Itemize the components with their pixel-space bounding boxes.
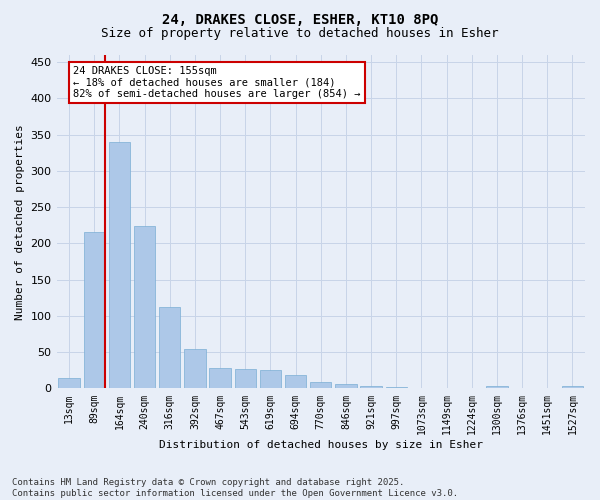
Text: 24, DRAKES CLOSE, ESHER, KT10 8PQ: 24, DRAKES CLOSE, ESHER, KT10 8PQ bbox=[162, 12, 438, 26]
Bar bbox=[209, 368, 231, 388]
Bar bbox=[335, 384, 356, 388]
Text: 24 DRAKES CLOSE: 155sqm
← 18% of detached houses are smaller (184)
82% of semi-d: 24 DRAKES CLOSE: 155sqm ← 18% of detache… bbox=[73, 66, 361, 99]
Bar bbox=[361, 386, 382, 388]
Text: Size of property relative to detached houses in Esher: Size of property relative to detached ho… bbox=[101, 28, 499, 40]
Bar bbox=[235, 369, 256, 388]
Bar bbox=[260, 370, 281, 388]
Bar bbox=[58, 378, 80, 388]
Bar bbox=[486, 386, 508, 388]
Bar bbox=[285, 376, 307, 388]
Bar bbox=[159, 306, 181, 388]
Bar bbox=[184, 350, 206, 389]
Bar bbox=[83, 232, 105, 388]
Text: Contains HM Land Registry data © Crown copyright and database right 2025.
Contai: Contains HM Land Registry data © Crown c… bbox=[12, 478, 458, 498]
Bar bbox=[310, 382, 331, 388]
Y-axis label: Number of detached properties: Number of detached properties bbox=[15, 124, 25, 320]
Bar bbox=[386, 387, 407, 388]
X-axis label: Distribution of detached houses by size in Esher: Distribution of detached houses by size … bbox=[159, 440, 483, 450]
Bar bbox=[562, 386, 583, 388]
Bar bbox=[109, 142, 130, 388]
Bar bbox=[134, 226, 155, 388]
